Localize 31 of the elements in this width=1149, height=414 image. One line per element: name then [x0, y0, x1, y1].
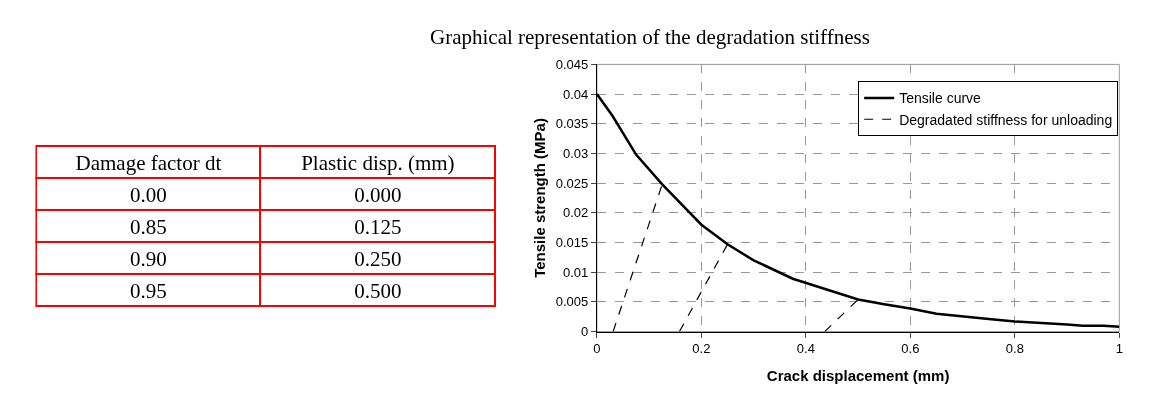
y-tick-label: 0.015	[555, 235, 589, 251]
x-tick-label: 0.6	[901, 341, 920, 357]
y-tick-label: 0.045	[555, 56, 589, 72]
text: 0.95	[130, 278, 167, 303]
y-tick-label: 0	[581, 324, 589, 340]
x-axis-title: Crack displacement (mm)	[766, 367, 950, 385]
chart-title: Graphical representation of the degradation stiffness	[430, 25, 870, 49]
text: 0.85	[130, 214, 167, 239]
text: Damage factor dt	[75, 150, 222, 175]
y-tick-label: 0.025	[555, 175, 589, 191]
text: 0.00	[130, 182, 167, 207]
y-tick-label: 0.01	[563, 264, 589, 280]
y-tick-label: 0.04	[563, 86, 589, 102]
y-axis-title: Tensile strength (MPa)	[531, 118, 549, 278]
text: 0.125	[354, 214, 402, 239]
text: 0.250	[354, 246, 402, 271]
x-tick-label: 0.8	[1005, 341, 1024, 357]
y-tick-label: 0.035	[555, 116, 589, 132]
x-tick-label: 0.2	[692, 341, 711, 357]
text: 0.000	[354, 182, 402, 207]
y-tick-label: 0.02	[563, 205, 589, 221]
y-tick-label: 0.005	[555, 294, 589, 310]
x-tick-label: 1	[1115, 341, 1123, 357]
text: Plastic disp. (mm)	[301, 150, 455, 175]
x-tick-label: 0	[593, 341, 601, 357]
text: 0.90	[130, 246, 167, 271]
y-tick-label: 0.03	[563, 146, 589, 161]
text: 0.500	[354, 278, 402, 303]
x-tick-label: 0.4	[796, 341, 815, 357]
legend-label: Degradated stiffness for unloading	[899, 111, 1113, 128]
legend-label: Tensile curve	[899, 90, 982, 107]
